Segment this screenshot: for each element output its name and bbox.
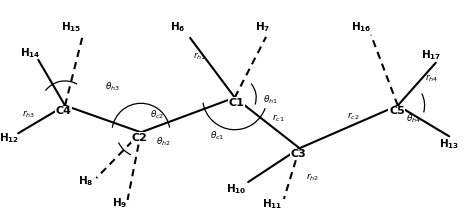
Text: $\mathbf{H_9}$: $\mathbf{H_9}$ bbox=[112, 196, 128, 210]
Text: $\mathbf{H_{17}}$: $\mathbf{H_{17}}$ bbox=[421, 49, 441, 62]
Text: C5: C5 bbox=[389, 106, 405, 116]
Text: C3: C3 bbox=[291, 149, 307, 159]
Text: $r_{h2}$: $r_{h2}$ bbox=[306, 172, 319, 183]
Text: C1: C1 bbox=[228, 97, 244, 108]
Text: C4: C4 bbox=[56, 106, 72, 116]
Text: $\mathbf{H_{11}}$: $\mathbf{H_{11}}$ bbox=[262, 197, 282, 211]
Text: $\theta_{h2}$: $\theta_{h2}$ bbox=[155, 135, 171, 148]
Text: $r_{c1}$: $r_{c1}$ bbox=[272, 113, 284, 124]
Text: $\mathbf{H_{10}}$: $\mathbf{H_{10}}$ bbox=[226, 182, 246, 196]
Text: $\mathbf{H_{13}}$: $\mathbf{H_{13}}$ bbox=[439, 137, 459, 151]
Text: $\mathbf{H_8}$: $\mathbf{H_8}$ bbox=[78, 174, 94, 188]
Text: $\theta_{c1}$: $\theta_{c1}$ bbox=[210, 130, 224, 142]
Text: $\mathbf{H_{16}}$: $\mathbf{H_{16}}$ bbox=[351, 21, 372, 34]
Text: $\theta_{c2}$: $\theta_{c2}$ bbox=[150, 109, 164, 121]
Text: $\mathbf{H_{15}}$: $\mathbf{H_{15}}$ bbox=[61, 21, 81, 34]
Text: $r_{h4}$: $r_{h4}$ bbox=[425, 72, 438, 84]
Text: $\mathbf{H_6}$: $\mathbf{H_6}$ bbox=[170, 20, 186, 34]
Text: $r_{h3}$: $r_{h3}$ bbox=[22, 109, 35, 120]
Text: $r_{h1}$: $r_{h1}$ bbox=[192, 50, 206, 62]
Text: $\mathbf{H_{14}}$: $\mathbf{H_{14}}$ bbox=[20, 46, 41, 60]
Text: C2: C2 bbox=[132, 133, 147, 143]
Text: $\theta_{h4}$: $\theta_{h4}$ bbox=[406, 113, 421, 125]
Text: $\theta_{h3}$: $\theta_{h3}$ bbox=[105, 81, 120, 93]
Text: $\theta_{h1}$: $\theta_{h1}$ bbox=[263, 94, 278, 106]
Text: $\mathbf{H_7}$: $\mathbf{H_7}$ bbox=[255, 20, 271, 34]
Text: $r_{c2}$: $r_{c2}$ bbox=[347, 111, 359, 122]
Text: $\mathbf{H_{12}}$: $\mathbf{H_{12}}$ bbox=[0, 131, 19, 145]
